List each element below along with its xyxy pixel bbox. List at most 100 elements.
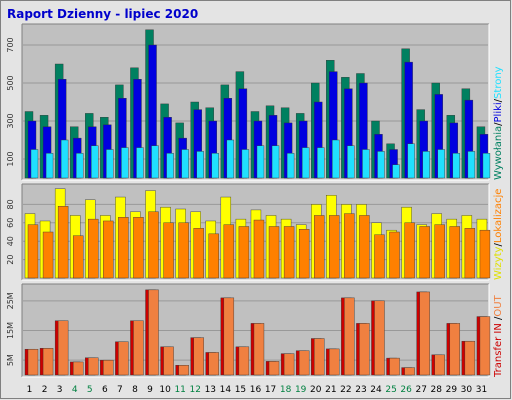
bar-transfer-out (253, 323, 265, 376)
x-tick-label: 14 (220, 385, 232, 395)
bar-pages (75, 153, 84, 179)
x-tick-label: 22 (340, 385, 351, 395)
x-axis-labels: 1 2 3 4 5 6 7 8 9 10 11 12 13 14 15 16 17 18 19 20 21 22 23 24 2… (27, 385, 488, 395)
bar-pages (45, 153, 54, 179)
bar-transfer-out (314, 338, 325, 376)
bar-transfer-out (404, 367, 415, 376)
bar-pages (226, 139, 235, 179)
x-tick-label: 21 (325, 385, 336, 395)
x-tick-label: 25 (385, 385, 396, 395)
bar-sites (479, 229, 491, 279)
side-legend-transfer: Transfer IN /OUT (493, 294, 504, 378)
x-tick-label: 11 (174, 385, 185, 395)
bar-transfer-out (464, 340, 476, 376)
bar-sites (163, 222, 174, 279)
bar-transfer-out (449, 323, 461, 376)
x-tick-label: 18 (280, 385, 292, 395)
side-legend-visits: Wizyty/Lokalizacje (493, 189, 504, 280)
bar-sites (27, 224, 39, 279)
bar-transfer-out (178, 365, 189, 376)
legend-text: / (493, 98, 504, 102)
y-tick-label: 100 (6, 151, 15, 166)
bar-transfer-out (283, 353, 295, 376)
bars-hits (24, 29, 491, 179)
bar-pages (467, 151, 476, 179)
y-tick-label: 15M (6, 322, 15, 339)
bar-transfer-out (72, 361, 84, 376)
bar-transfer-out (374, 300, 385, 376)
bar-pages (437, 149, 445, 179)
bar-transfer-out (389, 357, 400, 376)
panel-hits: 100 300 500 700 (6, 23, 491, 181)
x-tick-label: 17 (265, 385, 276, 395)
bar-transfer-out (268, 361, 280, 376)
chart-panels: 100 300 500 700 20 40 60 80 5M 15M 25M (6, 23, 491, 378)
bar-pages (60, 139, 69, 179)
bar-sites (118, 217, 129, 279)
bar-pages (166, 153, 174, 179)
bar-transfer-out (223, 297, 235, 376)
x-tick-label: 28 (431, 385, 443, 395)
x-tick-label: 9 (147, 385, 153, 395)
legend-text: OUT (493, 294, 504, 316)
x-tick-label: 7 (117, 385, 123, 395)
x-tick-label: 8 (132, 385, 138, 395)
legend-text: / (493, 122, 504, 126)
bar-sites (359, 215, 370, 279)
x-tick-label: 30 (461, 385, 473, 395)
bar-pages (151, 145, 159, 179)
bar-sites (329, 215, 340, 279)
bar-pages (211, 153, 219, 179)
bar-pages (106, 149, 114, 179)
bar-pages (241, 149, 250, 179)
bar-sites (344, 213, 355, 279)
bar-transfer-out (434, 354, 445, 376)
legend-text: Lokalizacje (493, 189, 504, 244)
y-tick-label: 60 (6, 218, 15, 228)
legend-text: Pliki (493, 102, 504, 122)
chart-title: Raport Dzienny - lipiec 2020 (7, 7, 198, 21)
y-tick-label: 25M (6, 292, 15, 309)
bar-sites (223, 224, 235, 279)
bar-pages (482, 153, 491, 179)
legend-text: Strony (493, 66, 504, 99)
bar-pages (271, 145, 280, 179)
bar-sites (57, 206, 69, 279)
x-tick-label: 10 (159, 385, 171, 395)
bar-pages (301, 147, 310, 179)
bar-transfer-out (103, 359, 114, 376)
bar-sites (464, 228, 476, 279)
bar-pages (136, 147, 144, 179)
x-tick-label: 16 (250, 385, 262, 395)
legend-text: Transfer (493, 336, 504, 378)
x-tick-label: 27 (415, 385, 426, 395)
bar-transfer-out (193, 337, 204, 376)
bar-pages (332, 139, 340, 179)
bar-sites (434, 224, 445, 279)
bar-pages (121, 147, 129, 179)
x-tick-label: 19 (295, 385, 307, 395)
bar-transfer-out (27, 348, 39, 376)
bar-transfer-out (42, 348, 54, 376)
bar-sites (88, 218, 99, 279)
bar-pages (347, 145, 355, 179)
legend-text: Wywołania (493, 126, 504, 180)
bar-sites (238, 226, 250, 279)
bar-transfer-out (88, 357, 99, 376)
bar-transfer-out (359, 323, 370, 376)
x-tick-label: 1 (27, 385, 33, 395)
bar-sites (42, 231, 54, 279)
bar-pages (362, 149, 370, 179)
x-tick-label: 26 (400, 385, 412, 395)
x-tick-label: 6 (102, 385, 108, 395)
x-tick-label: 23 (355, 385, 366, 395)
x-tick-label: 15 (235, 385, 246, 395)
side-legends: Wywołania/Pliki/StronyWizyty/Lokalizacje… (493, 66, 504, 378)
bar-transfer-out (298, 350, 310, 376)
y-tick-label: 700 (6, 37, 15, 52)
bar-sites (283, 226, 295, 279)
bar-sites (133, 217, 144, 279)
bar-sites (374, 234, 385, 279)
legend-text: / (493, 243, 504, 247)
